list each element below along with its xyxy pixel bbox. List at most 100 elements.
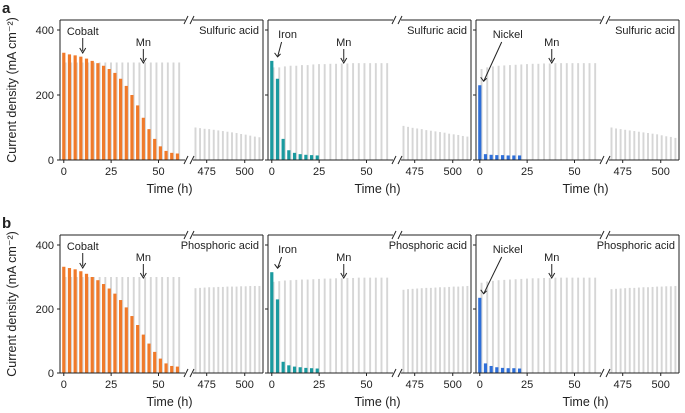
iron-bar: [270, 272, 274, 373]
x-axis-label: Time (h): [146, 395, 192, 409]
panel-b-nickel: 0 25 50 475 500 Time (h) Phosphoric acid Mn Nick…: [473, 230, 680, 409]
mn-bar: [491, 280, 494, 373]
mn-bar: [416, 128, 419, 160]
mn-bar: [253, 136, 256, 160]
mn-bar: [149, 62, 152, 160]
axis-break-mark: [599, 15, 605, 25]
mn-bar: [425, 287, 428, 373]
iron-bar: [281, 138, 285, 161]
axis-break-mark: [183, 230, 189, 240]
x-tick-label: 500: [444, 166, 462, 178]
mn-bar: [323, 278, 326, 373]
acid-label: Sulfuric acid: [407, 25, 467, 37]
panel-label: b: [2, 215, 11, 232]
mn-bar: [203, 287, 206, 373]
cobalt-bar: [153, 138, 157, 161]
mn-bar: [295, 279, 298, 373]
mn-bar: [380, 277, 383, 373]
nickel-bar: [517, 368, 522, 373]
axis-break-gap: [393, 16, 401, 24]
mn-bar: [633, 131, 636, 160]
x-tick-label: 25: [521, 379, 533, 391]
cobalt-bar: [107, 288, 111, 373]
element-arrow: [483, 41, 503, 82]
mn-annotation: Mn: [336, 252, 351, 264]
mn-bar: [565, 277, 568, 373]
element-arrow-head: [79, 262, 87, 269]
x-tick-label: 25: [105, 379, 117, 391]
cobalt-bar: [113, 72, 117, 160]
mn-bar: [461, 286, 464, 373]
x-axis-label: Time (h): [146, 182, 192, 196]
mn-bar: [486, 281, 489, 373]
cobalt-bar: [101, 284, 106, 373]
axis-break-mark: [183, 15, 189, 25]
mn-bar: [571, 63, 574, 160]
axis-break-mark: [605, 368, 611, 378]
mn-bar: [194, 127, 197, 160]
x-axis-label: Time (h): [354, 395, 400, 409]
iron-bar: [315, 155, 319, 160]
nickel-bar: [495, 367, 499, 373]
mn-bar: [656, 134, 659, 160]
cobalt-bar: [170, 365, 174, 373]
mn-bar: [357, 63, 360, 160]
mn-bar: [104, 62, 107, 160]
nickel-bar: [483, 363, 488, 373]
nickel-bar: [512, 155, 516, 160]
mn-bar: [439, 132, 441, 160]
mn-bar: [249, 135, 252, 161]
axis-break-mark: [397, 155, 403, 165]
iron-bar: [298, 367, 302, 373]
x-tick-label: 25: [105, 166, 117, 178]
axis-break-gap: [185, 156, 193, 164]
cobalt-bar: [175, 366, 180, 373]
cobalt-bar: [147, 129, 151, 161]
nickel-bar: [483, 154, 488, 160]
cobalt-bar: [136, 325, 140, 373]
x-tick-label: 50: [568, 379, 580, 391]
y-tick-label: 400: [36, 240, 54, 252]
mn-arrow-head: [139, 57, 147, 64]
cobalt-bar: [79, 56, 83, 160]
element-annotation: Nickel: [493, 244, 523, 256]
mn-bar: [64, 62, 67, 160]
x-tick-label: 500: [652, 379, 670, 391]
mn-bar: [221, 286, 224, 373]
mn-bar: [374, 277, 377, 373]
mn-bar: [416, 288, 419, 373]
nickel-bar: [478, 85, 482, 160]
mn-bar: [240, 286, 243, 373]
mn-bar: [443, 287, 446, 373]
cobalt-bar: [153, 351, 157, 373]
mn-bar: [295, 65, 298, 160]
element-arrow-head: [274, 52, 281, 58]
mn-bar: [138, 62, 141, 160]
mn-bar: [531, 63, 534, 160]
mn-bar: [115, 62, 118, 160]
mn-bar: [526, 64, 528, 161]
mn-bar: [93, 62, 95, 160]
mn-bar: [386, 277, 389, 373]
iron-bar: [281, 361, 285, 373]
cobalt-bar: [90, 60, 94, 161]
axis-break-mark: [189, 15, 195, 25]
mn-bar: [665, 286, 668, 373]
x-tick-label: 0: [269, 166, 275, 178]
mn-bar: [312, 279, 315, 373]
x-tick-label: 475: [406, 379, 424, 391]
mn-bar: [520, 64, 523, 160]
cobalt-bar: [113, 293, 117, 373]
mn-bar: [87, 62, 90, 160]
cobalt-bar: [67, 268, 72, 373]
axis-break-gap: [185, 231, 193, 239]
axis-break-gap: [393, 231, 401, 239]
mn-bar: [110, 277, 112, 373]
mn-bar: [346, 277, 349, 373]
cobalt-bar: [130, 316, 134, 373]
nickel-bar: [500, 367, 505, 373]
mn-bar: [537, 278, 540, 373]
mn-bar: [497, 280, 500, 373]
mn-bar: [656, 286, 659, 373]
axis-break-gap: [601, 16, 609, 24]
